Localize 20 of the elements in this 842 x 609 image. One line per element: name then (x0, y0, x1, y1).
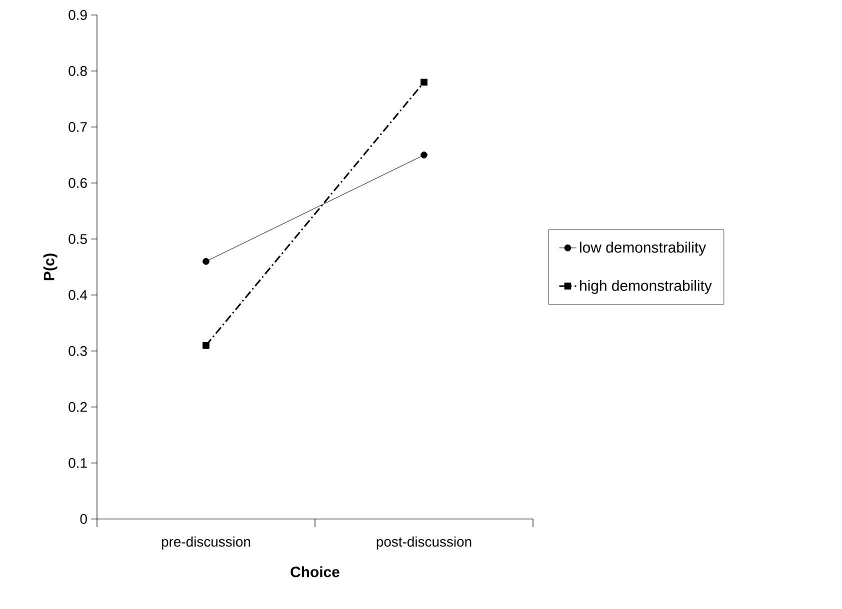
y-tick-label: 0.4 (68, 290, 88, 300)
point (202, 258, 210, 265)
y-tick-label: 0.6 (68, 178, 87, 188)
x-tick-label: pre-discussion (162, 536, 250, 550)
point (420, 152, 428, 158)
y-tick-label: 0.7 (68, 122, 87, 132)
legend-label: high demonstrability (580, 280, 712, 294)
legend-label: low demonstrability (580, 242, 706, 256)
y-tick-label: 0.2 (68, 402, 87, 412)
x-tick-label: post-discussion (376, 536, 472, 550)
y-tick-label: 0.9 (68, 10, 87, 20)
point (202, 342, 210, 349)
y-tick-label: 0.3 (68, 346, 87, 356)
y-tick-label: 0.8 (68, 66, 87, 76)
x-axis-title: Choice (290, 566, 340, 578)
y-tick-label: 0 (80, 514, 87, 524)
y-axis-title: P(c) (43, 254, 58, 280)
y-tick-label: 0.1 (68, 458, 87, 468)
point (420, 78, 428, 86)
y-tick-label: 0.5 (68, 234, 87, 244)
